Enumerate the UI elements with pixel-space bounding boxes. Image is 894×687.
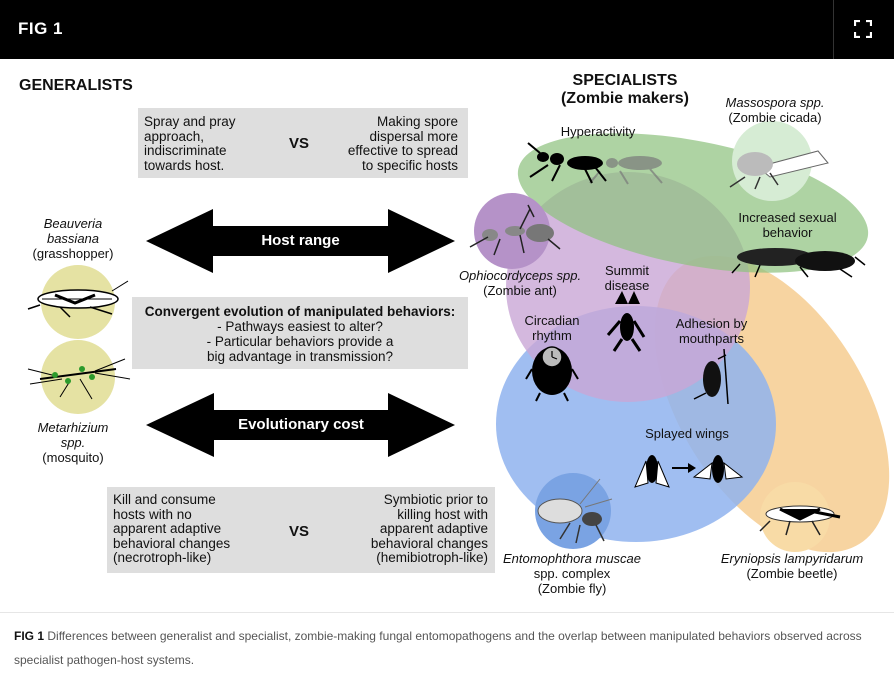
text-line: dispersal more bbox=[369, 128, 458, 144]
hyperactivity-label: Hyperactivity bbox=[560, 124, 636, 139]
grasshopper-icon bbox=[27, 280, 129, 318]
species-name: Metarhizium bbox=[37, 420, 109, 435]
text-line: apparent adaptive bbox=[379, 521, 488, 536]
adhesion-label: Adhesion by mouthparts bbox=[664, 316, 759, 346]
beauveria-label: Beauveria bassiana (grasshopper) bbox=[18, 216, 128, 261]
text-line: effective to spread bbox=[347, 143, 458, 158]
zombie-beetle-icon bbox=[759, 505, 841, 536]
ophiocordyceps-label: Ophiocordyceps spp. (Zombie ant) bbox=[440, 268, 600, 298]
text-line: Circadian bbox=[524, 313, 580, 328]
specialists-heading-line1: SPECIALISTS bbox=[572, 72, 678, 89]
species-name: Eryniopsis lampyridarum bbox=[720, 551, 864, 566]
species-name: Massospora spp. bbox=[725, 95, 825, 110]
figure-caption: FIG 1 Differences between generalist and… bbox=[14, 624, 880, 672]
text-line: behavioral changes bbox=[113, 535, 231, 551]
species-common-name: (grasshopper) bbox=[32, 246, 114, 261]
text-line: Summit bbox=[604, 263, 650, 278]
text-line: Convergent evolution of manipulated beha… bbox=[144, 304, 456, 319]
top-box-vs: VS bbox=[289, 135, 310, 152]
text-line: Kill and consume bbox=[113, 492, 216, 507]
generalists-heading: GENERALISTS bbox=[19, 77, 133, 94]
bottom-box-left-text: Kill and consume hosts with no apparent … bbox=[113, 492, 231, 566]
massospora-label: Massospora spp. (Zombie cicada) bbox=[710, 95, 840, 125]
zombie-fly-icon bbox=[537, 478, 613, 544]
text-line: rhythm bbox=[532, 328, 572, 343]
species-name: bassiana bbox=[46, 231, 100, 246]
text-line: Spray and pray bbox=[144, 114, 236, 129]
entomophthora-label: Entomophthora muscae spp. complex (Zombi… bbox=[497, 551, 647, 596]
figure-header: FIG 1 bbox=[0, 0, 894, 59]
text-line: (hemibiotroph-like) bbox=[376, 550, 488, 565]
text-line: Adhesion by bbox=[675, 316, 748, 331]
species-common-name: (Zombie cicada) bbox=[728, 110, 822, 125]
species-name: spp. bbox=[60, 435, 86, 450]
circadian-rhythm-label: Circadian rhythm bbox=[516, 313, 588, 343]
expand-icon bbox=[854, 20, 872, 38]
caption-text: Differences between generalist and speci… bbox=[14, 629, 862, 667]
middle-box-text: Convergent evolution of manipulated beha… bbox=[132, 304, 468, 364]
evolutionary-cost-label: Evolutionary cost bbox=[238, 416, 364, 433]
mating-cicadas-icon bbox=[731, 248, 866, 278]
specialists-heading: SPECIALISTS (Zombie makers) bbox=[550, 72, 700, 108]
splayed-wings-flies-icon bbox=[634, 455, 744, 488]
zombie-ant-icon bbox=[469, 204, 561, 256]
text-line: big advantage in transmission? bbox=[206, 349, 394, 364]
eryniopsis-label: Eryniopsis lampyridarum (Zombie beetle) bbox=[706, 551, 878, 581]
bottom-box-right-text: Symbiotic prior to killing host with app… bbox=[348, 492, 488, 566]
caption-label: FIG 1 bbox=[14, 629, 45, 643]
species-common-name: (Zombie beetle) bbox=[746, 566, 838, 581]
text-line: mouthparts bbox=[678, 331, 745, 346]
fullscreen-button[interactable] bbox=[833, 0, 894, 59]
text-line: approach, bbox=[144, 128, 205, 144]
caption-divider bbox=[0, 612, 894, 613]
text-line: Increased sexual bbox=[738, 210, 837, 225]
text-line: disease bbox=[604, 278, 650, 293]
mosquito-icon bbox=[27, 358, 131, 400]
species-common-name: (Zombie ant) bbox=[483, 283, 557, 298]
text-line: indiscriminate bbox=[144, 143, 227, 158]
mosquito-disc bbox=[41, 340, 115, 414]
specialists-heading-line2: (Zombie makers) bbox=[560, 90, 690, 107]
species-common-name: (mosquito) bbox=[42, 450, 104, 465]
species-name: Ophiocordyceps spp. bbox=[458, 268, 582, 283]
text-line: killing host with bbox=[397, 506, 488, 522]
species-name: Entomophthora muscae bbox=[502, 551, 642, 566]
top-box-right-text: Making spore dispersal more effective to… bbox=[330, 114, 458, 173]
circadian-insect-icon bbox=[525, 346, 579, 402]
cicada-icon bbox=[729, 150, 829, 190]
top-box-left-text: Spray and pray approach, indiscriminate … bbox=[144, 114, 236, 173]
text-line: hosts with no bbox=[113, 506, 192, 522]
text-line: behavior bbox=[762, 225, 813, 240]
figure-graphics bbox=[27, 108, 890, 573]
bottom-box bbox=[107, 487, 495, 573]
text-line: to specific hosts bbox=[361, 157, 458, 173]
summit-disease-label: Summit disease bbox=[592, 263, 662, 293]
text-line: apparent adaptive bbox=[113, 521, 222, 536]
middle-box bbox=[132, 297, 468, 369]
host-range-label: Host range bbox=[261, 232, 340, 249]
text-line: towards host. bbox=[144, 157, 225, 173]
species-common-name: (Zombie fly) bbox=[537, 581, 607, 596]
text-line: Making spore bbox=[376, 114, 458, 129]
figure-image: GENERALISTS SPECIALISTS (Zombie makers) … bbox=[0, 59, 894, 612]
text-line: behavioral changes bbox=[370, 535, 488, 551]
text-line: - Pathways easiest to alter? bbox=[217, 319, 383, 334]
text-line: Symbiotic prior to bbox=[383, 492, 488, 507]
sexual-behavior-label: Increased sexual behavior bbox=[730, 210, 845, 240]
species-name: spp. complex bbox=[533, 566, 611, 581]
splayed-wings-label: Splayed wings bbox=[645, 426, 729, 441]
ant-silhouettes-icon bbox=[527, 142, 663, 185]
adhesion-insect-icon bbox=[693, 348, 729, 405]
text-line: (necrotroph-like) bbox=[113, 550, 212, 565]
bottom-box-vs: VS bbox=[289, 523, 310, 540]
metarhizium-label: Metarhizium spp. (mosquito) bbox=[18, 420, 128, 465]
top-box bbox=[138, 108, 468, 178]
evolutionary-cost-arrow bbox=[146, 393, 455, 457]
figure-title: FIG 1 bbox=[18, 19, 64, 38]
species-name: Beauveria bbox=[43, 216, 103, 231]
text-line: - Particular behaviors provide a bbox=[206, 334, 394, 349]
summit-disease-icon bbox=[606, 291, 646, 352]
host-range-arrow bbox=[146, 209, 455, 273]
